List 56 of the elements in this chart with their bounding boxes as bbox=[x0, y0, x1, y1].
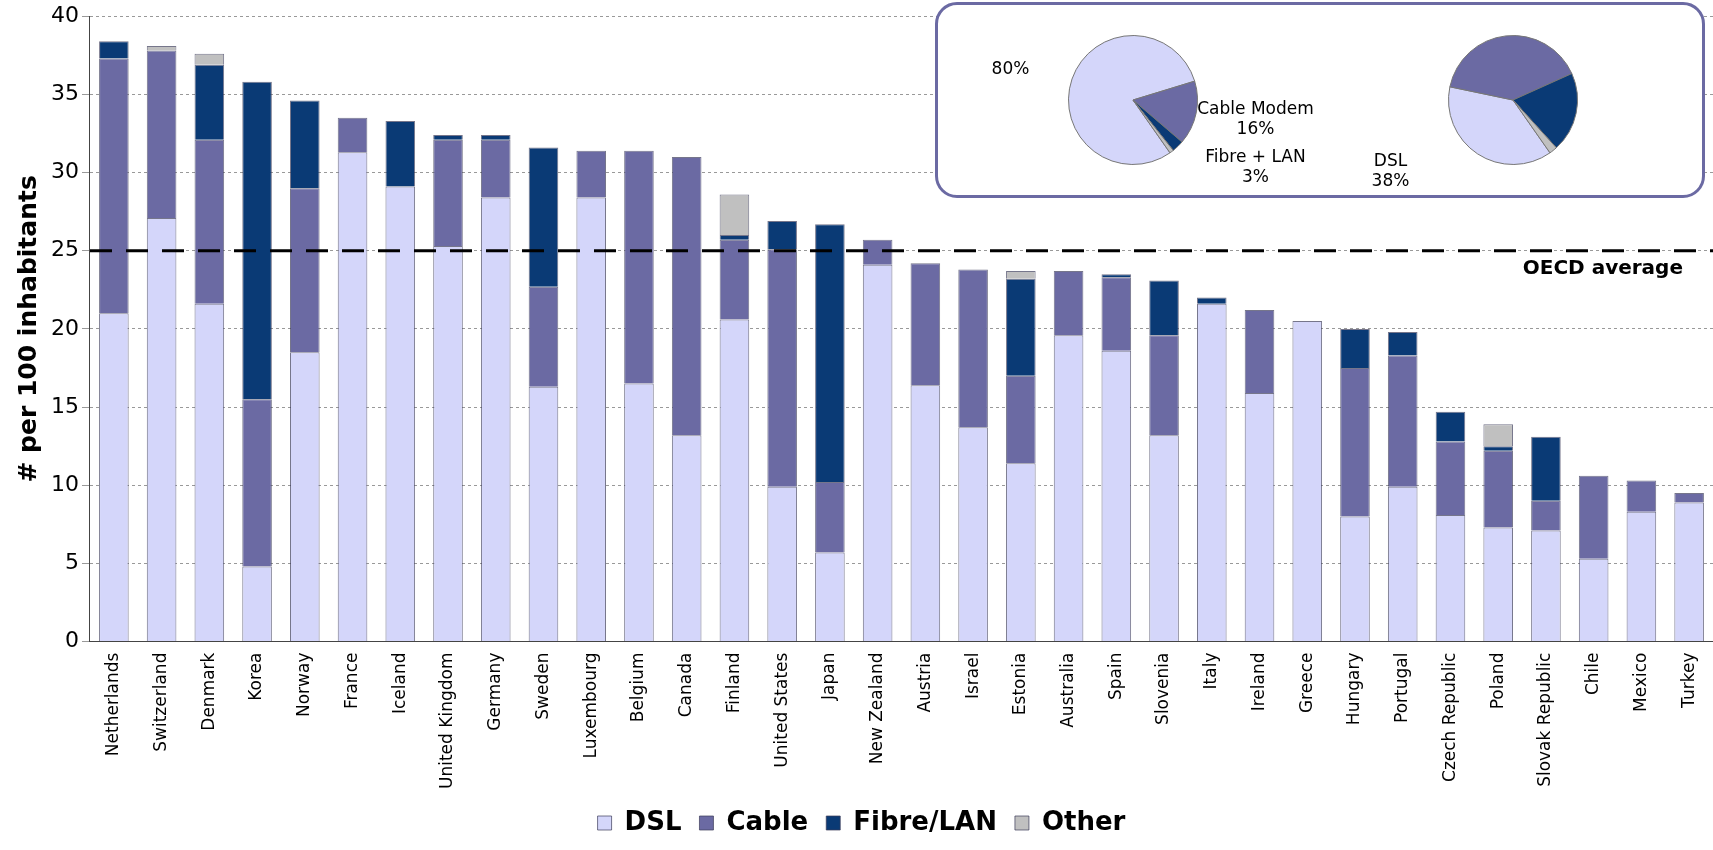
x-tick-label: Greece bbox=[1295, 652, 1316, 714]
x-tick-label: Netherlands bbox=[102, 652, 123, 757]
data-label: 3% bbox=[1242, 166, 1269, 187]
x-tick-label: Switzerland bbox=[150, 652, 171, 752]
x-tick-label: Korea bbox=[245, 652, 266, 701]
x-tick-label: France bbox=[340, 652, 361, 710]
x-tick-label: Spain bbox=[1104, 652, 1125, 701]
x-tick-label: Mexico bbox=[1629, 652, 1650, 712]
x-tick-label: Germany bbox=[484, 652, 505, 731]
x-tick-label: Estonia bbox=[1009, 652, 1030, 716]
data-label: 80% bbox=[991, 57, 1030, 78]
y-axis-title: # per 100 inhabitants bbox=[12, 175, 42, 483]
x-tick-label: Belgium bbox=[627, 652, 648, 723]
slice-label: DSL bbox=[1373, 150, 1408, 171]
slice-label: Cable Modem bbox=[1197, 97, 1314, 118]
legend-label: Fibre/LAN bbox=[853, 805, 997, 836]
slice-label: Fibre + LAN bbox=[1205, 146, 1306, 167]
y-tick-label: 5 bbox=[64, 549, 79, 575]
x-tick-label: Iceland bbox=[388, 652, 409, 715]
x-tick-label: New Zealand bbox=[866, 652, 887, 765]
y-tick-label: 20 bbox=[50, 314, 79, 340]
x-tick-label: Japan bbox=[818, 652, 839, 701]
x-tick-label: Czech Republic bbox=[1438, 652, 1459, 782]
y-tick-label: 40 bbox=[50, 1, 79, 27]
x-tick-label: Slovenia bbox=[1152, 652, 1173, 725]
ref-line-label: OECD average bbox=[1522, 254, 1683, 279]
x-tick-label: Finland bbox=[722, 652, 743, 714]
x-tick-label: Portugal bbox=[1391, 652, 1412, 723]
x-tick-label: Turkey bbox=[1677, 652, 1698, 709]
x-tick-label: Hungary bbox=[1343, 652, 1364, 726]
y-tick-label: 30 bbox=[50, 158, 79, 184]
x-tick-label: Norway bbox=[293, 652, 314, 718]
x-tick-label: Denmark bbox=[197, 652, 218, 731]
y-tick-label: 0 bbox=[64, 627, 79, 653]
x-tick-label: Slovak Republic bbox=[1534, 652, 1555, 787]
legend-label: Cable bbox=[726, 805, 809, 836]
y-tick-label: 15 bbox=[50, 392, 79, 418]
y-tick-label: 25 bbox=[50, 236, 79, 262]
x-tick-label: Luxembourg bbox=[579, 652, 600, 759]
data-label: 16% bbox=[1236, 117, 1275, 138]
x-tick-label: Israel bbox=[961, 652, 982, 700]
legend-label: Other bbox=[1041, 805, 1126, 836]
legend-label: DSL bbox=[624, 805, 682, 836]
x-tick-label: Chile bbox=[1582, 652, 1603, 696]
x-tick-label: Canada bbox=[675, 652, 696, 718]
x-tick-label: Italy bbox=[1200, 652, 1221, 690]
x-tick-label: United Kingdom bbox=[436, 652, 457, 789]
data-label: 38% bbox=[1371, 170, 1410, 191]
y-tick-label: 10 bbox=[50, 470, 79, 496]
x-tick-label: Ireland bbox=[1247, 652, 1268, 712]
x-tick-label: United States bbox=[770, 652, 791, 768]
y-tick-label: 35 bbox=[50, 80, 79, 106]
x-tick-label: Austria bbox=[913, 652, 934, 713]
x-tick-label: Poland bbox=[1486, 652, 1507, 710]
x-tick-label: Australia bbox=[1056, 652, 1077, 728]
x-tick-label: Sweden bbox=[531, 652, 552, 720]
